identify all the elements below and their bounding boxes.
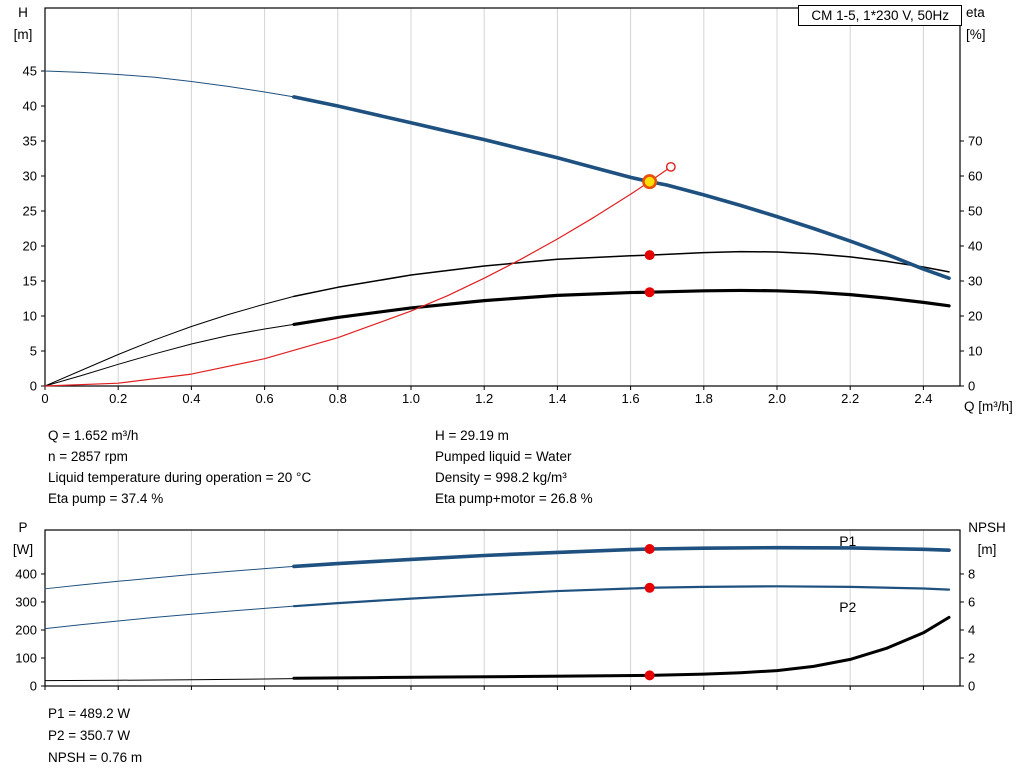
result-p1: P1 = 489.2 W xyxy=(48,706,131,721)
p1-curve-extension xyxy=(44,565,295,590)
result-p2: P2 = 350.7 W xyxy=(48,728,131,743)
y-tick-label-left: 35 xyxy=(23,134,37,149)
x-tick-label: 1.6 xyxy=(622,391,640,406)
axis-caption-line: eta xyxy=(966,5,985,20)
axis-caption-line: [m] xyxy=(977,542,997,557)
axis-caption-line: [W] xyxy=(12,542,34,557)
eta-pump-curve xyxy=(293,250,950,298)
y-tick-label-right: 50 xyxy=(968,204,982,219)
npsh-curve-extension xyxy=(44,678,295,682)
y-tick-label-right: 2 xyxy=(968,650,975,665)
x-tick-label: 0.4 xyxy=(182,391,200,406)
results-column-right: H = 29.19 m Pumped liquid = Water Densit… xyxy=(435,425,593,509)
y-tick-label-right: 4 xyxy=(968,622,975,637)
eta-pump-motor-curve-extension xyxy=(44,323,295,387)
y-tick-label-right: 40 xyxy=(968,239,982,254)
p2-curve xyxy=(292,585,951,608)
results-power-npsh: P1 = 489.2 W P2 = 350.7 W NPSH = 0.76 m xyxy=(48,703,142,769)
y-tick-label-right: 30 xyxy=(968,274,982,289)
y-tick-label-left: 100 xyxy=(15,650,37,665)
y-tick-label-right: 6 xyxy=(968,594,975,609)
x-tick-label: 2.4 xyxy=(914,391,932,406)
x-tick-label: 0.8 xyxy=(329,391,347,406)
y-tick-label-left: 200 xyxy=(15,622,37,637)
results-column-left: Q = 1.652 m³/h n = 2857 rpm Liquid tempe… xyxy=(48,425,311,509)
y-tick-label-right: 0 xyxy=(968,379,975,394)
y-tick-label-left: 400 xyxy=(15,566,37,581)
x-tick-label: 0.6 xyxy=(256,391,274,406)
npsh-curve xyxy=(292,615,951,680)
pump-curve-extension xyxy=(44,70,295,98)
result-eta-pump-motor: Eta pump+motor = 26.8 % xyxy=(435,491,593,506)
npsh-dot xyxy=(644,670,655,681)
hq-eta-chart: 0 0.2 0.4 0.6 0.8 1.0 1.2 1.4 1.6 1.8 2.0 2.2 2.4 0 5 1… xyxy=(23,7,982,406)
result-speed: n = 2857 rpm xyxy=(48,449,128,464)
h-axis-caption: H [m] xyxy=(4,2,42,46)
y-tick-label-right: 0 xyxy=(968,679,975,694)
y-tick-label-left: 25 xyxy=(23,204,37,219)
y-tick-label-left: 30 xyxy=(23,169,37,184)
y-tick-label-right: 20 xyxy=(968,309,982,324)
q-axis-caption: Q [m³/h] xyxy=(964,396,1024,418)
y-tick-label-left: 20 xyxy=(23,239,37,254)
y-tick-label-left: 45 xyxy=(23,64,37,79)
system-curve-end-marker xyxy=(665,161,676,172)
p2-dot xyxy=(644,582,655,593)
y-tick-label-right: 8 xyxy=(968,566,975,581)
x-tick-label: 0 xyxy=(41,391,48,406)
y-tick-label-left: 10 xyxy=(23,309,37,324)
result-eta-pump: Eta pump = 37.4 % xyxy=(48,491,164,506)
result-pumped-liquid: Pumped liquid = Water xyxy=(435,449,572,464)
axis-caption-line: H xyxy=(18,5,28,20)
axis-caption-line: NPSH xyxy=(968,520,1006,535)
y-tick-label-right: 10 xyxy=(968,344,982,359)
y-tick-label-left: 0 xyxy=(30,679,37,694)
x-tick-label: 2.0 xyxy=(768,391,786,406)
x-tick-label: 1.8 xyxy=(695,391,713,406)
duty-point-marker xyxy=(642,174,658,190)
eta-axis-caption: eta [%] xyxy=(966,2,1020,46)
result-npsh: NPSH = 0.76 m xyxy=(48,750,143,765)
eta-pump-motor-curve xyxy=(292,288,951,326)
plot-frame xyxy=(44,529,961,687)
p1-dot xyxy=(644,543,655,554)
y-tick-label-right: 60 xyxy=(968,169,982,184)
y-tick-label-left: 5 xyxy=(30,344,37,359)
result-flow: Q = 1.652 m³/h xyxy=(48,428,139,443)
result-head: H = 29.19 m xyxy=(435,428,509,443)
p2-curve-extension xyxy=(44,605,295,630)
axis-caption-line: P xyxy=(18,520,28,535)
y-tick-label-left: 300 xyxy=(15,594,37,609)
y-tick-label-left: 0 xyxy=(30,379,37,394)
y-tick-label-left: 15 xyxy=(23,274,37,289)
curve-label-p1: P1 xyxy=(839,533,856,549)
axis-caption-line: [m] xyxy=(13,27,33,42)
x-tick-label: 2.2 xyxy=(841,391,859,406)
system-curve xyxy=(44,166,672,387)
result-density: Density = 998.2 kg/m³ xyxy=(435,470,567,485)
result-liquid-temperature: Liquid temperature during operation = 20… xyxy=(48,470,312,485)
p1-curve xyxy=(292,545,951,569)
x-tick-label: 1.2 xyxy=(475,391,493,406)
power-npsh-chart: 0 100 200 300 400 0 2 4 6 8 P1 P2 xyxy=(15,529,975,694)
p-axis-caption: P [W] xyxy=(4,517,42,561)
axis-caption-line: [%] xyxy=(966,27,986,42)
npsh-axis-caption: NPSH [m] xyxy=(956,517,1018,561)
axis-caption-line: Q [m³/h] xyxy=(964,399,1013,414)
plot-frame xyxy=(44,7,961,387)
eta-pump-motor-dot xyxy=(644,287,655,298)
pump-curve xyxy=(292,95,951,281)
curve-label-p2: P2 xyxy=(839,599,856,615)
pump-model-box: CM 1-5, 1*230 V, 50Hz xyxy=(798,5,962,26)
eta-pump-curve-extension xyxy=(44,295,295,387)
x-tick-label: 1.4 xyxy=(548,391,566,406)
eta-pump-dot xyxy=(644,250,655,261)
x-tick-label: 0.2 xyxy=(109,391,127,406)
x-tick-label: 1.0 xyxy=(402,391,420,406)
y-tick-label-right: 70 xyxy=(968,134,982,149)
y-tick-label-left: 40 xyxy=(23,99,37,114)
